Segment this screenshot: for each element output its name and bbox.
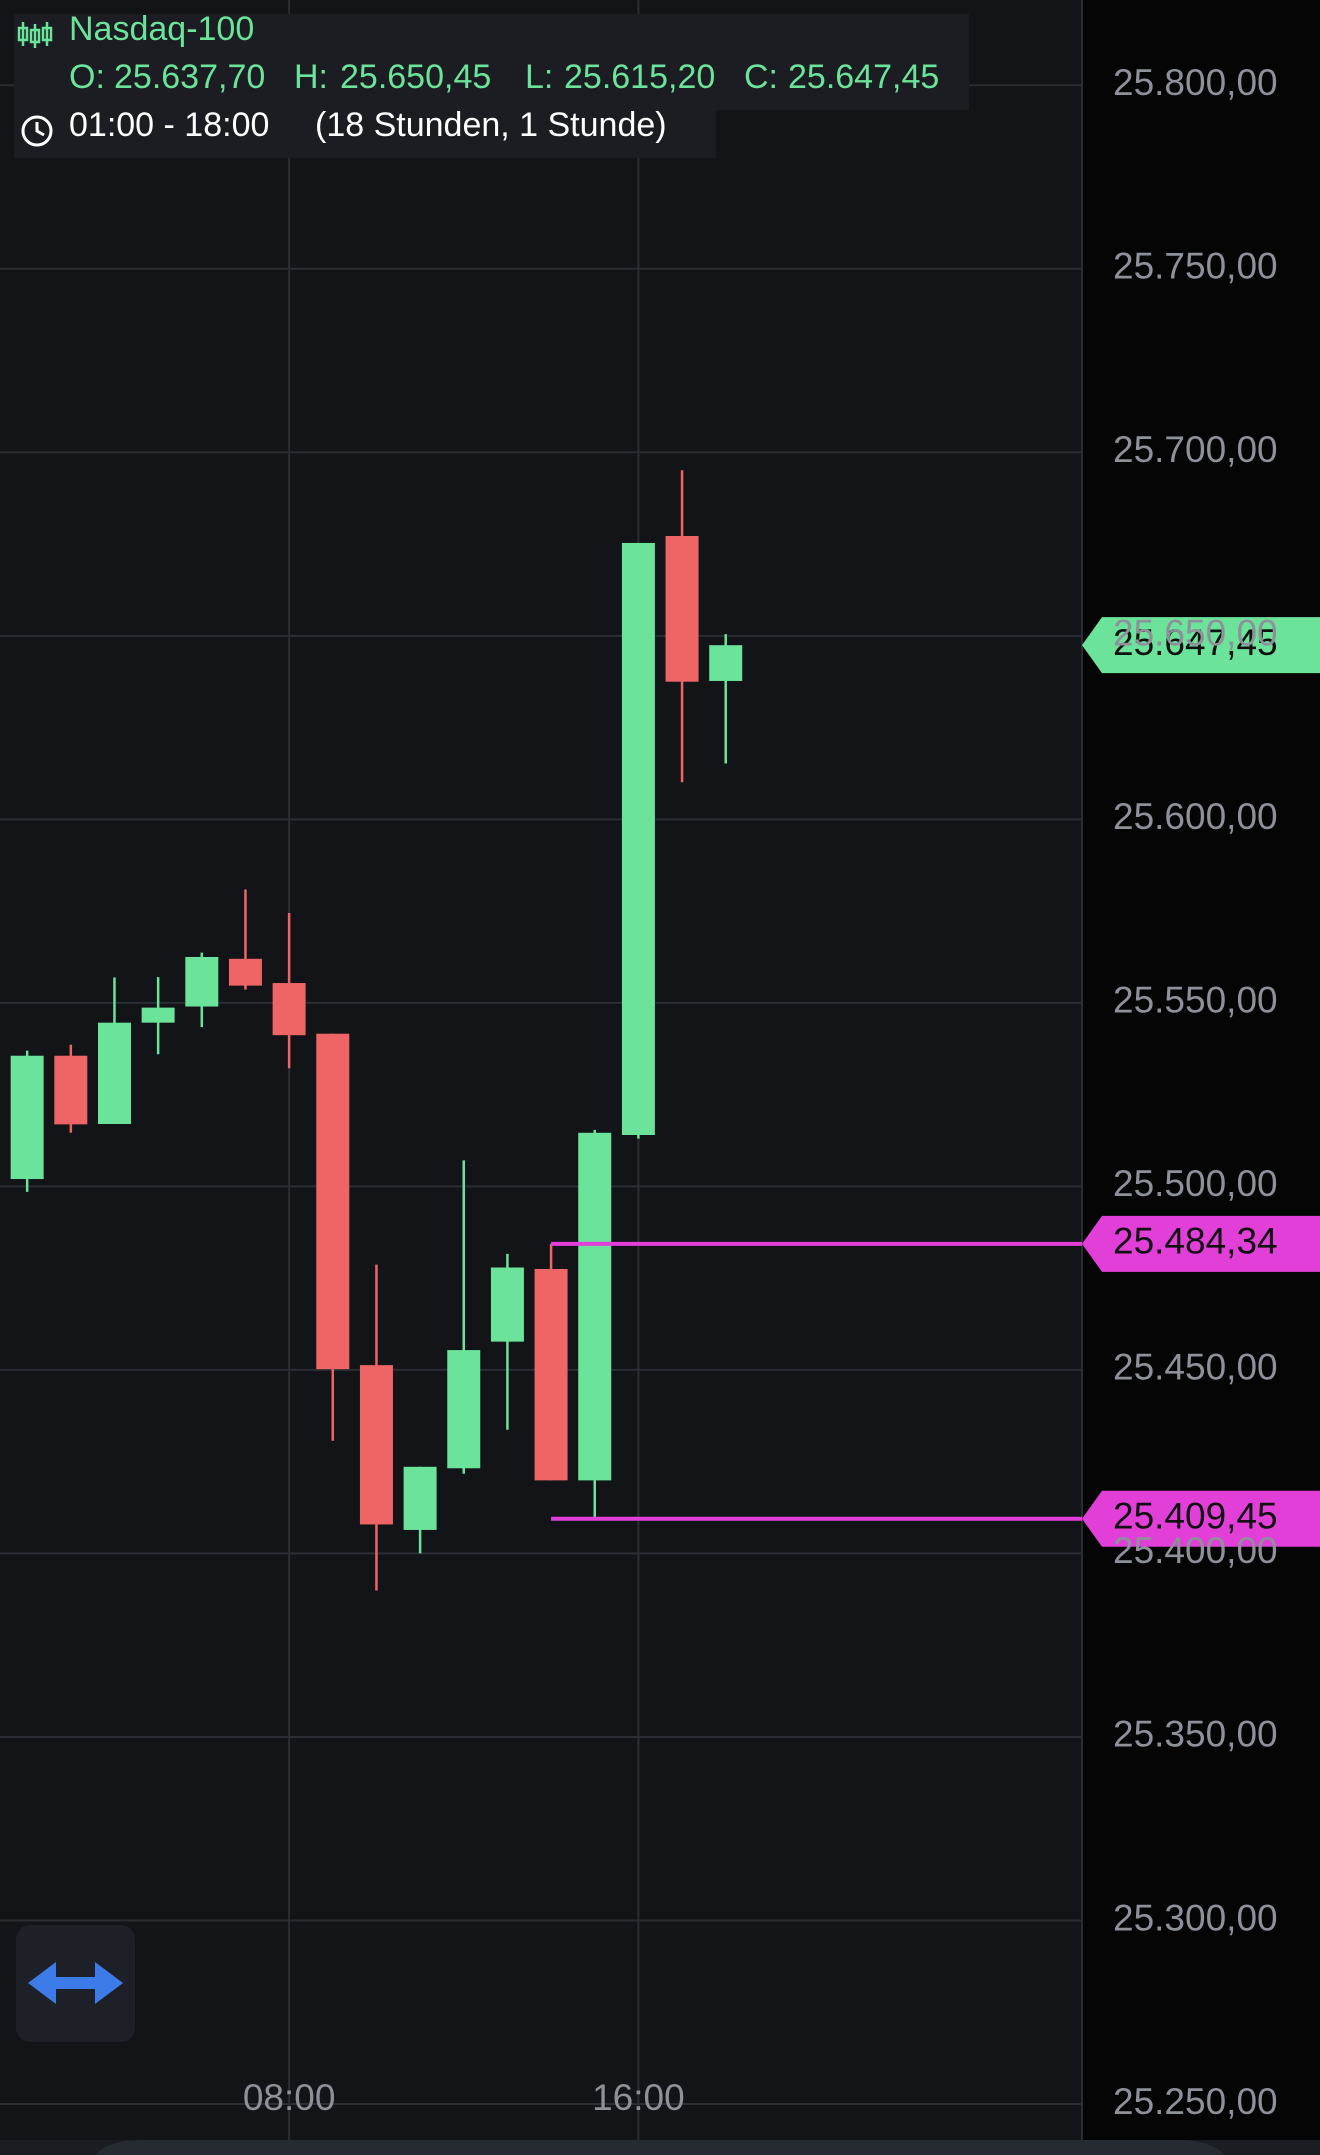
- symbol: Nasdaq-100: [69, 10, 254, 48]
- y-tick-label: 25.550,00: [1113, 980, 1278, 1021]
- candle-body: [709, 645, 743, 681]
- field-label: O:: [69, 58, 105, 96]
- y-tick-label: 25.250,00: [1113, 2081, 1278, 2122]
- candle-body: [359, 1365, 393, 1525]
- candle-body: [185, 956, 219, 1007]
- scroll-arrow-icon: [28, 1962, 123, 2004]
- candle-body: [621, 542, 655, 1135]
- price-tag: [1082, 1490, 1320, 1547]
- y-tick-label: 25.400,00: [1113, 1530, 1278, 1571]
- y-tick-label: 25.750,00: [1113, 246, 1278, 287]
- symbol-icon: [17, 22, 53, 48]
- candle-body: [10, 1055, 44, 1180]
- candle-body: [534, 1268, 568, 1481]
- y-tick-label: 25.650,00: [1113, 613, 1278, 654]
- y-tick-label: 25.600,00: [1113, 796, 1278, 837]
- price-tag: [1082, 617, 1320, 674]
- price-tag: [1082, 1215, 1320, 1272]
- field-label: H:: [294, 58, 328, 96]
- bottom-handle: [95, 2140, 1225, 2155]
- candle-body: [447, 1350, 481, 1469]
- field-label: C:: [744, 58, 778, 96]
- overlay: 25.484,34 25.409,45 25.647,45: [551, 617, 1320, 1547]
- price-axis-background: [1082, 0, 1320, 2140]
- interval: (18 Stunden, 1 Stunde): [315, 106, 667, 144]
- y-tick-label: 25.700,00: [1113, 429, 1278, 470]
- price-tag-label: 25.409,45: [1113, 1496, 1278, 1537]
- candle-body: [316, 1033, 350, 1370]
- y-tick-label: 25.500,00: [1113, 1163, 1278, 1204]
- candle-body: [578, 1132, 612, 1481]
- candles: [10, 470, 743, 1591]
- price-tag-label: 25.484,34: [1113, 1221, 1278, 1262]
- candle-body: [403, 1466, 437, 1530]
- field-value: 25.650,45: [340, 58, 491, 96]
- price-tag-label: 25.647,45: [1113, 622, 1278, 663]
- y-tick-label: 25.800,00: [1113, 62, 1278, 103]
- candle-body: [97, 1022, 131, 1124]
- x-tick-label: 16:00: [592, 2077, 685, 2118]
- candle-body: [228, 958, 262, 986]
- y-tick-label: 25.300,00: [1113, 1897, 1278, 1938]
- field-value: 25.637,70: [114, 58, 265, 96]
- ohlc-fields: O: 25.637,70 H: 25.650,45 L: 25.615,20 C: 25.64…: [69, 58, 939, 96]
- candle-body: [665, 535, 699, 682]
- field-value: 25.615,20: [564, 58, 715, 96]
- candle-body: [272, 983, 306, 1036]
- candle-body: [141, 1007, 175, 1023]
- header-background: [14, 108, 716, 158]
- clock-icon: [21, 115, 53, 147]
- y-tick-label: 25.350,00: [1113, 1714, 1278, 1755]
- candle-body: [490, 1267, 524, 1342]
- field-label: L:: [525, 58, 553, 96]
- candle-body: [54, 1055, 88, 1125]
- session: 01:00 - 18:00: [69, 106, 269, 144]
- field-value: 25.647,45: [788, 58, 939, 96]
- y-tick-label: 25.450,00: [1113, 1347, 1278, 1388]
- header-background: [14, 14, 969, 110]
- x-tick-label: 08:00: [243, 2077, 336, 2118]
